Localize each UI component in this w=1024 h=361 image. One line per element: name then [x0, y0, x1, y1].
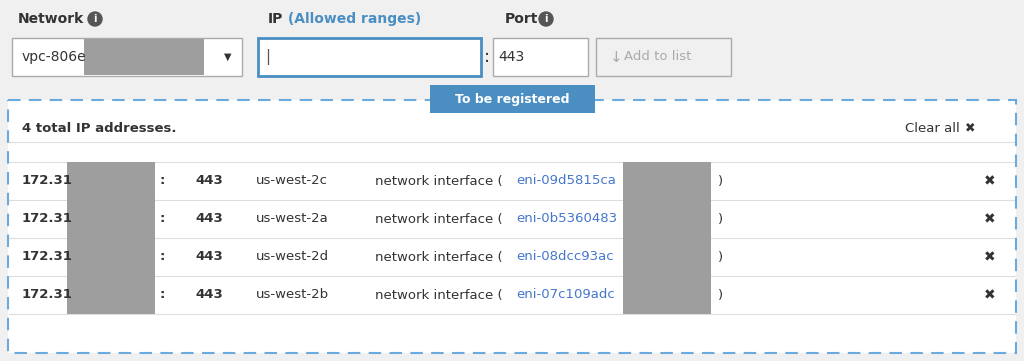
Text: us-west-2b: us-west-2b	[256, 288, 329, 301]
Text: 443: 443	[195, 174, 223, 187]
Text: us-west-2c: us-west-2c	[256, 174, 328, 187]
Text: eni-07c109adc: eni-07c109adc	[516, 288, 614, 301]
Text: us-west-2d: us-west-2d	[256, 251, 329, 264]
Text: IP: IP	[268, 12, 284, 26]
Text: network interface (: network interface (	[375, 251, 503, 264]
Text: ): )	[718, 213, 723, 226]
Text: ✖: ✖	[984, 174, 995, 188]
Text: i: i	[544, 14, 548, 24]
Text: 4 total IP addresses.: 4 total IP addresses.	[22, 122, 176, 135]
Text: Network: Network	[18, 12, 84, 26]
Text: 172.31: 172.31	[22, 251, 73, 264]
Text: :: :	[160, 288, 165, 301]
FancyBboxPatch shape	[258, 38, 481, 76]
Text: ✖: ✖	[984, 288, 995, 302]
Text: i: i	[93, 14, 96, 24]
FancyBboxPatch shape	[623, 162, 711, 314]
Text: Add to list: Add to list	[624, 51, 691, 64]
Text: :: :	[160, 174, 165, 187]
Text: ): )	[718, 251, 723, 264]
FancyBboxPatch shape	[596, 38, 731, 76]
FancyBboxPatch shape	[429, 85, 595, 113]
Text: 443: 443	[195, 288, 223, 301]
Text: 172.31: 172.31	[22, 213, 73, 226]
Text: Port: Port	[505, 12, 539, 26]
Text: ): )	[718, 174, 723, 187]
Text: Clear all: Clear all	[905, 122, 961, 135]
Text: :: :	[160, 213, 165, 226]
Text: 443: 443	[195, 251, 223, 264]
Circle shape	[88, 12, 102, 26]
FancyBboxPatch shape	[67, 162, 155, 314]
FancyBboxPatch shape	[493, 38, 588, 76]
Text: 172.31: 172.31	[22, 174, 73, 187]
Text: To be registered: To be registered	[455, 92, 569, 105]
Text: ↓: ↓	[610, 49, 623, 65]
Text: |: |	[265, 49, 270, 65]
Text: vpc-806e: vpc-806e	[22, 50, 87, 64]
Circle shape	[539, 12, 553, 26]
Text: ): )	[718, 288, 723, 301]
Text: network interface (: network interface (	[375, 288, 503, 301]
Text: us-west-2a: us-west-2a	[256, 213, 329, 226]
Text: eni-0b5360483: eni-0b5360483	[516, 213, 617, 226]
Text: ✖: ✖	[984, 212, 995, 226]
Text: :: :	[160, 251, 165, 264]
Text: ▼: ▼	[224, 52, 231, 62]
FancyBboxPatch shape	[84, 39, 204, 75]
Text: :: :	[484, 48, 490, 66]
FancyBboxPatch shape	[12, 38, 242, 76]
Text: 172.31: 172.31	[22, 288, 73, 301]
Text: ✖: ✖	[965, 122, 976, 135]
Text: 443: 443	[195, 213, 223, 226]
Text: (Allowed ranges): (Allowed ranges)	[283, 12, 421, 26]
Text: network interface (: network interface (	[375, 174, 503, 187]
Text: eni-09d5815ca: eni-09d5815ca	[516, 174, 615, 187]
Text: eni-08dcc93ac: eni-08dcc93ac	[516, 251, 613, 264]
FancyBboxPatch shape	[8, 100, 1016, 353]
Text: network interface (: network interface (	[375, 213, 503, 226]
Text: ✖: ✖	[984, 250, 995, 264]
Text: 443: 443	[498, 50, 524, 64]
FancyBboxPatch shape	[0, 0, 1024, 95]
